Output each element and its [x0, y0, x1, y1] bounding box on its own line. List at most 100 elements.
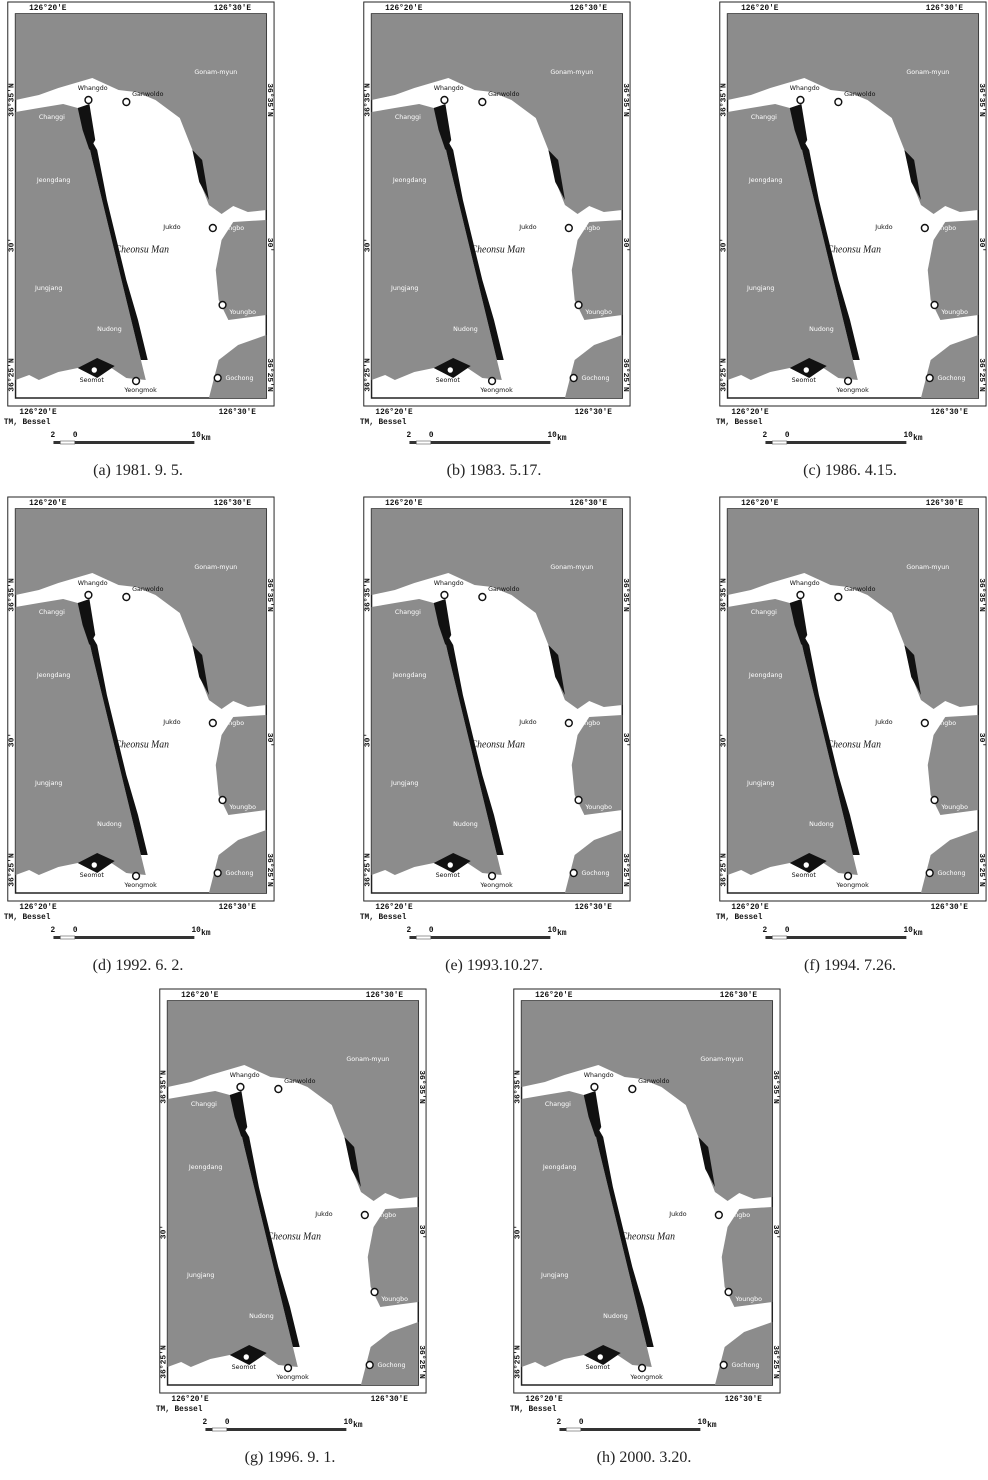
place-label: Seomot [586, 1363, 611, 1371]
bay-label: Cheonsu Man [267, 1231, 321, 1242]
place-label: Jukdo [314, 1210, 332, 1218]
coord-label: 126°30'E [931, 903, 969, 912]
place-marker [447, 862, 454, 869]
projection-label: TM, Bessel [510, 1405, 557, 1414]
place-marker [285, 1365, 292, 1372]
place-label: Nudong [97, 325, 122, 333]
scale-label: 2 [763, 926, 768, 935]
place-label: Whangdo [584, 1071, 614, 1079]
place-marker [441, 97, 448, 104]
place-label: Whangdo [790, 84, 820, 92]
coord-label: 36°25'N [977, 853, 986, 887]
place-label: Nudong [249, 1312, 274, 1320]
coord-label: 30' [8, 733, 17, 747]
coord-label: 126°30'E [219, 408, 257, 417]
coord-label: 36°35'N [720, 578, 729, 612]
place-label: Seomot [792, 871, 817, 879]
place-label: Gonam-myun [906, 68, 949, 76]
coord-label: 36°35'N [265, 578, 274, 612]
place-marker [479, 594, 486, 601]
map-panel: 126°20'E126°30'E126°20'E126°30'E36°35'N3… [356, 0, 632, 490]
coord-label: 36°35'N [364, 83, 373, 117]
place-label: Changgi [191, 1100, 217, 1108]
scale-unit: km [557, 929, 567, 938]
place-marker [447, 367, 454, 374]
coord-label: 30' [977, 733, 986, 747]
place-label: Seomot [80, 376, 105, 384]
scale-unit: km [913, 929, 923, 938]
place-label: Jeongdang [748, 671, 782, 679]
scale-label: 0 [579, 1418, 584, 1427]
place-label: Changgi [39, 608, 65, 616]
coord-label: 126°30'E [575, 408, 613, 417]
place-label: Whangdo [790, 579, 820, 587]
coord-label: 36°25'N [8, 853, 17, 887]
place-label: Jukdo [668, 1210, 686, 1218]
bay-label: Cheonsu Man [827, 244, 881, 255]
place-marker [931, 302, 938, 309]
coord-label: 126°30'E [926, 499, 964, 508]
place-label: Hongbo [220, 719, 245, 727]
place-label: Jeongdang [36, 671, 70, 679]
place-label: Ganwoldo [844, 585, 875, 593]
place-label: Yeongmok [123, 881, 157, 889]
place-label: Youngbo [380, 1295, 408, 1303]
scale-label: 2 [51, 431, 56, 440]
place-label: Jeongdang [542, 1163, 576, 1171]
place-label: Jukdo [518, 718, 536, 726]
coord-label: 30' [720, 238, 729, 252]
place-label: Jukdo [874, 223, 892, 231]
coord-label: 30' [364, 733, 373, 747]
caption: (c) 1986. 4.15. [712, 462, 988, 480]
place-label: Ganwoldo [638, 1077, 669, 1085]
place-label: Yeongmok [123, 386, 157, 394]
scale-label: 0 [73, 431, 78, 440]
place-label: Jungjang [186, 1271, 214, 1279]
place-marker [209, 720, 216, 727]
place-label: Youngbo [584, 308, 612, 316]
coord-label: 126°20'E [385, 499, 423, 508]
place-label: Hongbo [220, 224, 245, 232]
place-marker [797, 592, 804, 599]
place-marker [835, 594, 842, 601]
place-label: Jungjang [746, 779, 774, 787]
coord-label: 36°25'N [720, 358, 729, 392]
coord-label: 36°25'N [417, 1345, 426, 1379]
place-marker [931, 797, 938, 804]
bay-label: Cheonsu Man [621, 1231, 675, 1242]
coord-label: 36°35'N [8, 83, 17, 117]
caption: (h) 2000. 3.20. [506, 1449, 782, 1467]
scale-bar-part [566, 1428, 581, 1431]
coord-label: 126°30'E [725, 1395, 763, 1404]
map: 126°20'E126°30'E126°20'E126°30'E36°35'N3… [356, 495, 632, 955]
place-label: Yeongmok [479, 386, 513, 394]
place-marker [570, 375, 577, 382]
scale-bar-part [60, 441, 75, 444]
scale-bar-part [772, 441, 787, 444]
projection-label: TM, Bessel [4, 418, 51, 427]
scale-unit: km [353, 1421, 363, 1430]
place-label: Gochong [937, 374, 965, 382]
place-label: Gonam-myun [194, 68, 237, 76]
place-label: Youngbo [228, 308, 256, 316]
place-label: Youngbo [940, 308, 968, 316]
place-marker [371, 1289, 378, 1296]
caption: (f) 1994. 7.26. [712, 957, 988, 975]
scale-bar-part [212, 1428, 227, 1431]
bay-label: Cheonsu Man [471, 244, 525, 255]
place-label: Whangdo [78, 84, 108, 92]
place-marker [489, 378, 496, 385]
place-label: Whangdo [434, 84, 464, 92]
place-label: Ganwoldo [844, 90, 875, 98]
place-label: Changgi [39, 113, 65, 121]
place-label: Hongbo [932, 719, 957, 727]
place-marker [441, 592, 448, 599]
coord-label: 36°35'N [720, 83, 729, 117]
place-label: Yeongmok [629, 1373, 663, 1381]
scale-label: 10 [903, 431, 913, 440]
scale-label: 0 [429, 431, 434, 440]
coord-label: 126°20'E [741, 499, 779, 508]
place-marker [479, 99, 486, 106]
place-label: Jukdo [162, 718, 180, 726]
